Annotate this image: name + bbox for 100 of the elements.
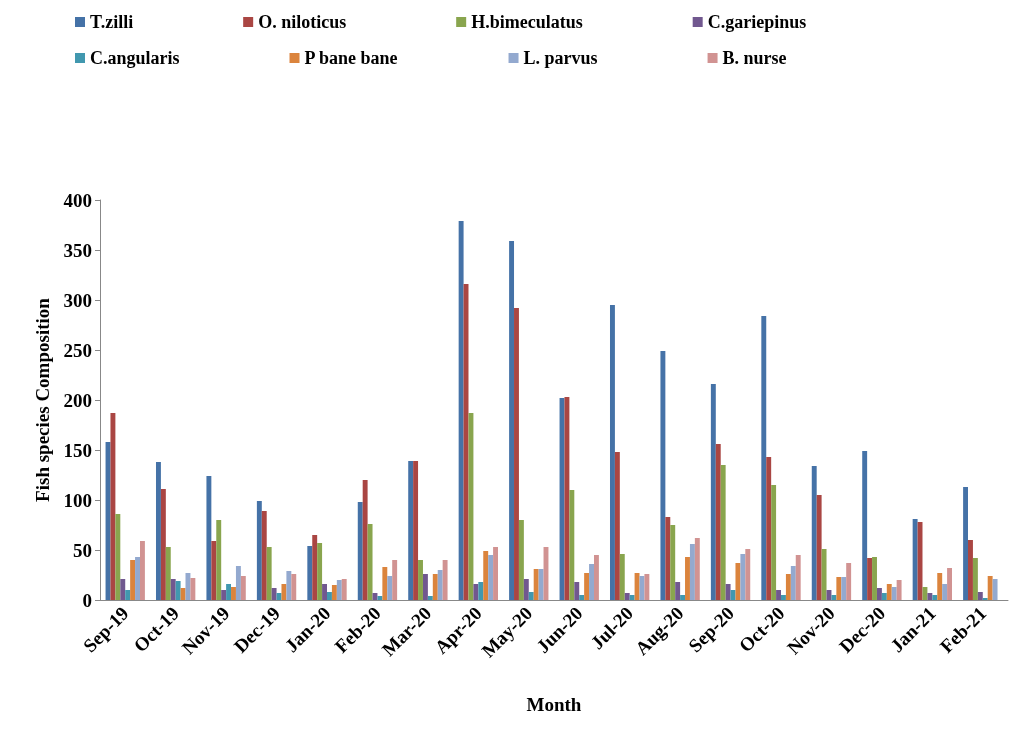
bar [216, 520, 222, 600]
bar [458, 221, 464, 600]
bar [155, 462, 161, 600]
bar [509, 241, 515, 600]
bar [261, 511, 267, 600]
x-axis-title: Month [526, 694, 582, 715]
bar [341, 579, 347, 600]
bar [538, 569, 544, 600]
y-tick-label: 0 [82, 589, 92, 611]
bar [256, 501, 262, 600]
bar [367, 524, 373, 600]
bar [362, 480, 368, 600]
bar [584, 573, 590, 600]
bar [139, 541, 145, 600]
bar [226, 584, 232, 600]
bar [660, 351, 666, 600]
bar [231, 587, 236, 600]
bar [689, 544, 695, 600]
bar [418, 560, 423, 600]
legend-label: H.bimeculatus [471, 12, 583, 32]
bar [221, 590, 227, 600]
legend-label: B. nurse [722, 48, 787, 68]
bar [947, 568, 953, 600]
legend-label: C.angularis [90, 48, 180, 68]
bar [745, 549, 751, 600]
bar [992, 579, 998, 600]
bar [937, 573, 943, 600]
bar [336, 580, 342, 600]
bar [130, 560, 136, 600]
bar [886, 584, 892, 600]
bar [413, 461, 419, 600]
bar [977, 592, 983, 600]
bar [776, 590, 781, 600]
y-tick-label: 150 [63, 439, 92, 461]
bar [665, 517, 671, 600]
bar [357, 502, 363, 600]
bar [867, 558, 873, 600]
bar [286, 571, 292, 600]
bar [694, 538, 700, 600]
bar [846, 563, 852, 600]
bar [442, 560, 448, 600]
legend-label: P bane bane [304, 48, 398, 68]
bar [932, 595, 938, 600]
bar [125, 590, 131, 600]
bar [593, 555, 599, 600]
bar [175, 581, 181, 600]
legend-label: O. niloticus [258, 12, 347, 32]
bar [160, 489, 166, 600]
bar [872, 557, 877, 600]
bar [408, 461, 414, 600]
bar [720, 465, 726, 600]
bar [922, 587, 928, 600]
bar [710, 384, 716, 600]
bar [987, 576, 993, 600]
bar [766, 457, 772, 600]
bar [619, 554, 625, 600]
bar [761, 316, 767, 600]
bar [795, 555, 801, 600]
bar [644, 574, 650, 600]
legend-label: C.gariepinus [707, 12, 807, 32]
bar [110, 413, 116, 600]
bar [437, 570, 443, 600]
bar [927, 593, 933, 600]
bar [317, 543, 323, 600]
y-tick-label: 100 [63, 489, 92, 511]
bar [912, 519, 918, 600]
bar [422, 574, 428, 600]
y-tick-label: 300 [63, 289, 92, 311]
bar [579, 595, 585, 600]
bar [781, 595, 786, 600]
bar [312, 535, 318, 600]
bar [240, 576, 246, 600]
bar [322, 584, 327, 600]
bar [609, 305, 615, 600]
bar [493, 547, 499, 600]
bar [115, 514, 121, 600]
bar [331, 585, 337, 600]
bar [235, 566, 241, 600]
bar [862, 451, 868, 600]
bar [564, 397, 570, 600]
bar [266, 547, 272, 600]
bar [836, 577, 842, 600]
bar [307, 546, 313, 600]
bar [120, 579, 126, 600]
bar [725, 584, 731, 600]
bar [675, 582, 681, 600]
bar [968, 540, 973, 600]
bar [483, 551, 489, 600]
bar [634, 573, 640, 600]
bar [891, 587, 897, 600]
y-tick-label: 50 [73, 539, 92, 561]
bar [680, 595, 686, 600]
bar [271, 588, 277, 600]
bar [432, 574, 438, 600]
y-tick-label: 400 [63, 189, 92, 211]
bar [377, 596, 383, 600]
bar [896, 580, 902, 600]
bar [170, 579, 176, 600]
bar [972, 558, 978, 600]
bar [427, 596, 433, 600]
